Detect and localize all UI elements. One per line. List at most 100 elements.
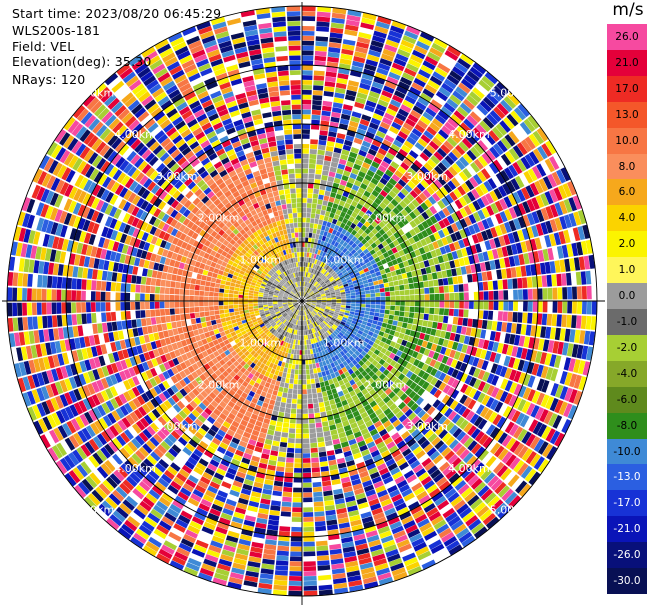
gate-cell (357, 36, 371, 45)
gate-cell (293, 349, 297, 355)
gate-cell (364, 235, 371, 242)
gate-cell (351, 211, 358, 219)
gate-cell (537, 301, 543, 313)
gate-cell (428, 196, 437, 205)
gate-cell (331, 111, 341, 118)
gate-cell (473, 107, 485, 120)
gate-cell (532, 301, 538, 312)
gate-cell (487, 250, 494, 260)
gate-cell (435, 329, 442, 337)
gate-cell (352, 317, 358, 322)
gate-cell (525, 264, 532, 276)
gate-cell (450, 223, 459, 233)
gate-cell (549, 397, 559, 412)
gate-cell (321, 302, 327, 304)
gate-cell (328, 126, 338, 133)
gate-cell (293, 487, 302, 493)
gate-cell (477, 392, 486, 403)
gate-cell (417, 339, 424, 346)
gate-cell (307, 272, 310, 278)
gate-cell (382, 318, 389, 324)
gate-cell (302, 119, 311, 125)
gate-cell (351, 320, 357, 325)
gate-cell (279, 521, 291, 527)
gate-cell (295, 359, 299, 365)
gate-cell (354, 245, 360, 252)
gate-cell (381, 322, 388, 328)
gate-cell (527, 389, 536, 402)
gate-cell (507, 232, 516, 244)
gate-cell (330, 308, 335, 312)
gate-cell (380, 258, 387, 265)
gate-cell (326, 294, 331, 297)
gate-cell (395, 112, 407, 122)
gate-cell (549, 354, 557, 367)
gate-cell (427, 51, 441, 62)
gate-cell (344, 94, 356, 102)
gate-cell (335, 277, 340, 282)
gate-cell (310, 447, 318, 453)
gate-cell (315, 46, 328, 52)
gate-cell (314, 290, 319, 294)
gate-cell (307, 282, 310, 288)
gate-cell (321, 371, 327, 377)
gate-cell (478, 310, 484, 319)
gate-cell (280, 377, 286, 383)
gate-cell (559, 371, 568, 385)
gate-cell (330, 290, 335, 294)
gate-cell (586, 285, 592, 300)
gate-cell (513, 426, 524, 439)
gate-cell (411, 128, 423, 138)
gate-cell (492, 280, 498, 290)
gate-cell (422, 60, 436, 71)
gate-cell (325, 145, 334, 152)
gate-cell (302, 203, 307, 208)
gate-cell (381, 337, 388, 343)
gate-cell (438, 286, 444, 293)
gate-cell (320, 386, 327, 392)
gate-cell (482, 339, 490, 350)
gate-cell (314, 179, 321, 185)
gate-cell (393, 315, 399, 321)
gate-cell (455, 220, 463, 231)
gate-cell (302, 60, 314, 66)
gate-cell (541, 275, 548, 287)
gate-cell (585, 315, 592, 330)
gate-cell (468, 292, 474, 300)
gate-cell (311, 303, 316, 306)
gate-cell (291, 526, 302, 532)
gate-cell (379, 309, 385, 314)
gate-cell (310, 285, 315, 290)
gate-cell (330, 279, 336, 284)
gate-cell (306, 384, 312, 389)
gate-cell (283, 367, 288, 373)
gate-cell (518, 385, 527, 398)
gate-cell (282, 427, 289, 433)
gate-cell (344, 285, 350, 290)
gate-cell (567, 301, 573, 314)
gate-cell (285, 462, 294, 468)
gate-cell (373, 76, 386, 85)
gate-cell (457, 317, 464, 326)
gate-cell (302, 448, 310, 454)
gate-cell (430, 368, 438, 377)
gate-cell (489, 238, 497, 249)
gate-cell (348, 233, 354, 240)
gate-cell (348, 271, 355, 277)
gate-cell (311, 238, 315, 244)
gate-cell (331, 187, 338, 194)
gate-cell (293, 472, 302, 478)
gate-cell (302, 55, 314, 61)
gate-cell (549, 261, 556, 274)
gate-cell (332, 218, 338, 225)
gate-cell (482, 281, 489, 291)
gate-cell (374, 288, 380, 293)
gate-cell (318, 279, 323, 284)
gate-cell (360, 183, 368, 190)
gate-cell (404, 205, 412, 214)
gate-cell (563, 403, 573, 418)
gate-cell (320, 179, 327, 186)
gate-cell (329, 310, 335, 313)
gate-cell (489, 110, 502, 123)
